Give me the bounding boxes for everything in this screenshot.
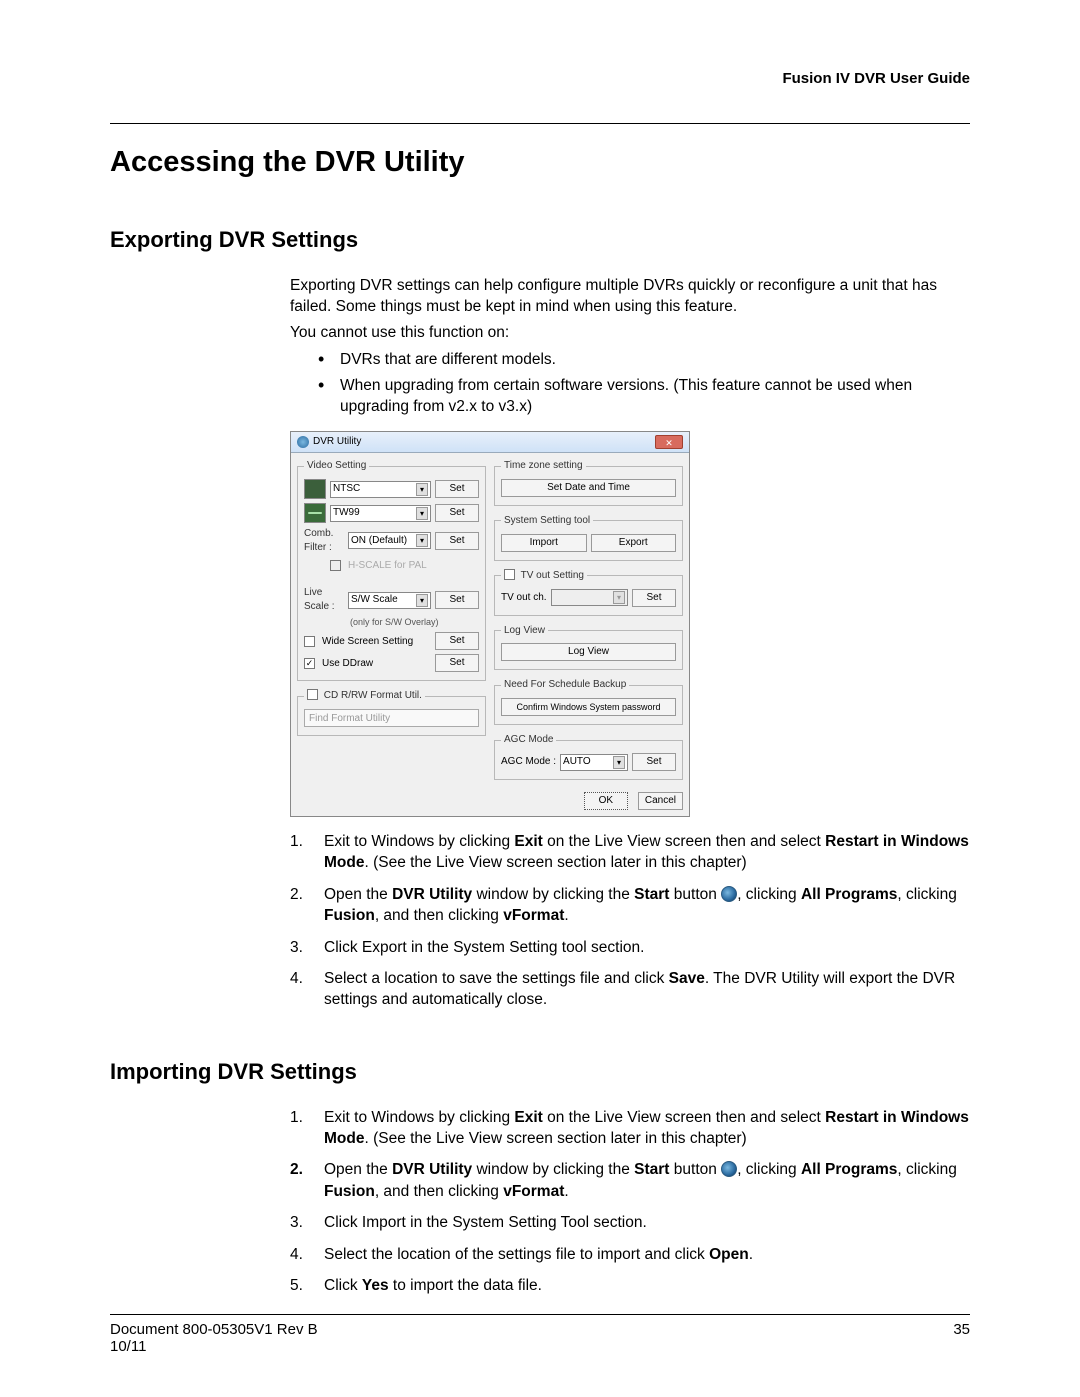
chevron-down-icon[interactable]: ▾ (416, 594, 428, 607)
live-set-button[interactable]: Set (435, 591, 479, 609)
live-scale-note: (only for S/W Overlay) (350, 616, 479, 628)
chevron-down-icon[interactable]: ▾ (416, 507, 428, 520)
agc-set-button[interactable]: Set (632, 753, 676, 771)
tvout-set-button[interactable]: Set (632, 589, 676, 607)
export-bullet-2: When upgrading from certain software ver… (318, 375, 970, 418)
live-scale-select[interactable]: S/W Scale ▾ (348, 592, 431, 609)
widescreen-checkbox[interactable] (304, 636, 315, 647)
comb-filter-label: Comb. Filter : (304, 527, 344, 555)
video-setting-legend: Video Setting (304, 459, 369, 473)
ok-button[interactable]: OK (584, 792, 628, 810)
header-guide-title: Fusion IV DVR User Guide (110, 70, 970, 87)
agc-select[interactable]: AUTO ▾ (560, 754, 628, 771)
export-bullet-list: DVRs that are different models. When upg… (318, 349, 970, 417)
live-scale-label: Live Scale : (304, 586, 344, 614)
chevron-down-icon[interactable]: ▾ (613, 756, 625, 769)
chevron-down-icon[interactable]: ▾ (416, 483, 428, 496)
system-setting-group: System Setting tool Import Export (494, 514, 683, 561)
dvr-utility-dialog: DVR Utility ✕ Video Setting NTSC ▾ Set (290, 431, 690, 817)
system-setting-legend: System Setting tool (501, 514, 593, 528)
ntsc-icon (304, 479, 326, 499)
tvout-label: TV out ch. (501, 591, 547, 605)
hscale-checkbox (330, 560, 341, 571)
import-content: 1. Exit to Windows by clicking Exit on t… (290, 1107, 970, 1297)
tvout-checkbox[interactable] (504, 569, 515, 580)
timezone-legend: Time zone setting (501, 459, 586, 473)
comb-filter-select[interactable]: ON (Default) ▾ (348, 532, 431, 549)
comb-set-button[interactable]: Set (435, 532, 479, 550)
dialog-title: DVR Utility (313, 435, 361, 449)
schedule-backup-legend: Need For Schedule Backup (501, 678, 629, 692)
footer-rule (110, 1314, 970, 1315)
import-step-5: 5. Click Yes to import the data file. (290, 1275, 970, 1296)
dialog-app-icon (297, 436, 309, 448)
start-icon (721, 886, 737, 902)
set-date-time-button[interactable]: Set Date and Time (501, 479, 676, 497)
ntsc-set-button[interactable]: Set (435, 480, 479, 498)
import-button[interactable]: Import (501, 534, 587, 552)
export-step-1: 1. Exit to Windows by clicking Exit on t… (290, 831, 970, 874)
page-title-h1: Accessing the DVR Utility (110, 146, 970, 179)
cancel-button[interactable]: Cancel (638, 792, 683, 810)
chevron-down-icon[interactable]: ▾ (416, 534, 428, 547)
tw99-set-button[interactable]: Set (435, 504, 479, 522)
widescreen-set-button[interactable]: Set (435, 632, 479, 650)
start-icon (721, 1161, 737, 1177)
export-step-4: 4. Select a location to save the setting… (290, 968, 970, 1011)
import-step-1: 1. Exit to Windows by clicking Exit on t… (290, 1107, 970, 1150)
schedule-backup-group: Need For Schedule Backup Confirm Windows… (494, 678, 683, 725)
agc-group: AGC Mode AGC Mode : AUTO ▾ Set (494, 733, 683, 780)
useddraw-checkbox[interactable]: ✓ (304, 658, 315, 669)
page-footer: Document 800-05305V1 Rev B 10/11 35 (110, 1314, 970, 1355)
logview-legend: Log View (501, 624, 548, 638)
logview-button[interactable]: Log View (501, 643, 676, 661)
section-exporting-title: Exporting DVR Settings (110, 227, 970, 253)
cdrw-checkbox[interactable] (307, 689, 318, 700)
confirm-password-button[interactable]: Confirm Windows System password (501, 698, 676, 716)
footer-page-number: 35 (953, 1321, 970, 1355)
hscale-label: H-SCALE for PAL (348, 559, 427, 573)
chevron-down-icon: ▾ (613, 591, 625, 604)
cdrw-group: CD R/RW Format Util. Find Format Utility (297, 689, 486, 736)
useddraw-set-button[interactable]: Set (435, 654, 479, 672)
tw99-select[interactable]: TW99 ▾ (330, 505, 431, 522)
import-step-3: 3.Click Import in the System Setting Too… (290, 1212, 970, 1233)
tw99-icon (304, 503, 326, 523)
export-bullet-1: DVRs that are different models. (318, 349, 970, 370)
export-steps: 1. Exit to Windows by clicking Exit on t… (290, 831, 970, 1011)
cdrw-legend: CD R/RW Format Util. (324, 690, 422, 701)
import-step-2: 2. Open the DVR Utility window by clicki… (290, 1159, 970, 1202)
timezone-group: Time zone setting Set Date and Time (494, 459, 683, 506)
dialog-titlebar[interactable]: DVR Utility ✕ (291, 432, 689, 453)
export-content: Exporting DVR settings can help configur… (290, 275, 970, 1011)
logview-group: Log View Log View (494, 624, 683, 671)
export-step-3: 3.Click Export in the System Setting too… (290, 937, 970, 958)
footer-doc-id: Document 800-05305V1 Rev B (110, 1321, 318, 1338)
import-steps: 1. Exit to Windows by clicking Exit on t… (290, 1107, 970, 1297)
close-button[interactable]: ✕ (655, 435, 683, 449)
export-step-2: 2. Open the DVR Utility window by clicki… (290, 884, 970, 927)
tvout-select: ▾ (551, 589, 628, 606)
export-button[interactable]: Export (591, 534, 677, 552)
agc-label: AGC Mode : (501, 755, 556, 769)
video-setting-group: Video Setting NTSC ▾ Set TW99 ▾ (297, 459, 486, 681)
section-importing-title: Importing DVR Settings (110, 1059, 970, 1085)
widescreen-label: Wide Screen Setting (322, 635, 431, 649)
useddraw-label: Use DDraw (322, 657, 431, 671)
ntsc-select[interactable]: NTSC ▾ (330, 481, 431, 498)
agc-legend: AGC Mode (501, 733, 556, 747)
export-intro-2: You cannot use this function on: (290, 322, 970, 343)
export-intro-1: Exporting DVR settings can help configur… (290, 275, 970, 318)
tvout-group: TV out Setting TV out ch. ▾ Set (494, 569, 683, 616)
tvout-legend: TV out Setting (521, 570, 584, 581)
header-rule (110, 123, 970, 124)
footer-date: 10/11 (110, 1338, 318, 1355)
find-format-utility[interactable]: Find Format Utility (304, 709, 479, 727)
import-step-4: 4. Select the location of the settings f… (290, 1244, 970, 1265)
